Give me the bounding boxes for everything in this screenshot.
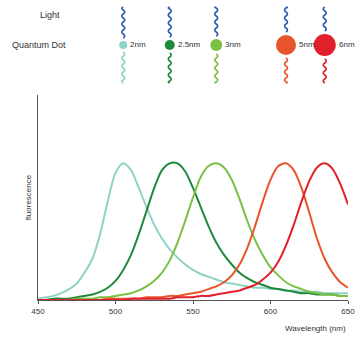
svg-text:Quantum Dot: Quantum Dot bbox=[12, 40, 66, 50]
svg-text:500: 500 bbox=[109, 307, 123, 316]
svg-text:450: 450 bbox=[31, 307, 45, 316]
svg-text:Wavelength (nm): Wavelength (nm) bbox=[285, 324, 346, 333]
svg-text:2nm: 2nm bbox=[130, 40, 146, 49]
svg-text:650: 650 bbox=[341, 307, 355, 316]
svg-text:2.5nm: 2.5nm bbox=[178, 40, 201, 49]
svg-text:6nm: 6nm bbox=[339, 40, 355, 49]
svg-text:550: 550 bbox=[186, 307, 200, 316]
svg-text:3nm: 3nm bbox=[225, 40, 241, 49]
svg-text:5nm: 5nm bbox=[299, 40, 315, 49]
svg-text:600: 600 bbox=[264, 307, 278, 316]
svg-text:fluorescence: fluorescence bbox=[24, 174, 33, 220]
svg-text:Light: Light bbox=[40, 10, 60, 20]
